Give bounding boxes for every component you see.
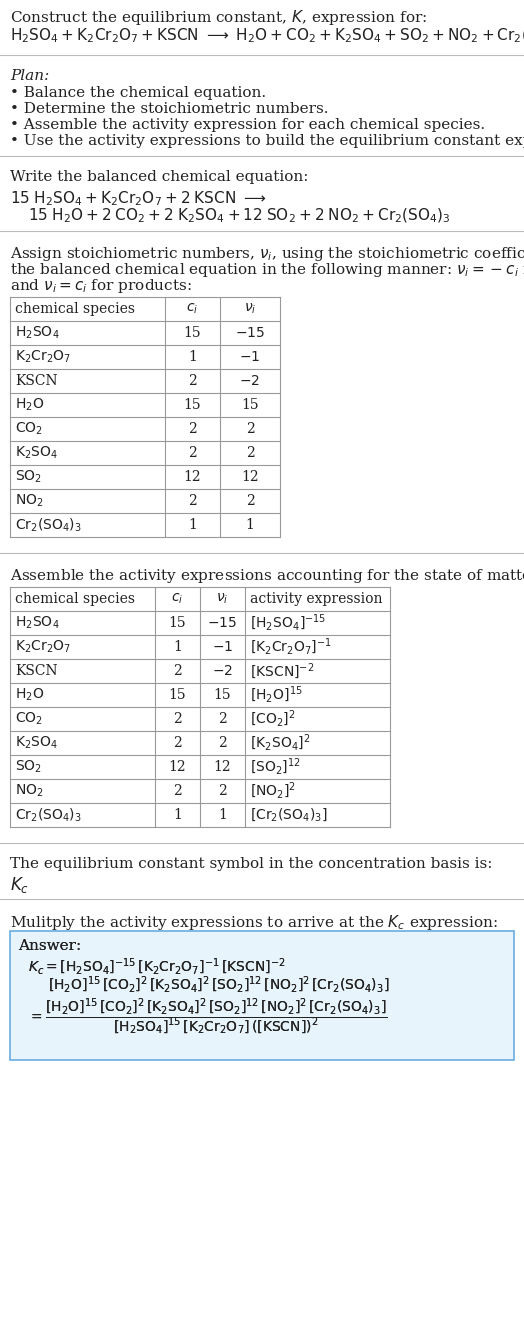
Text: $[\mathrm{H_2O}]^{15}\,[\mathrm{CO_2}]^{2}\,[\mathrm{K_2SO_4}]^{2}\,[\mathrm{SO_: $[\mathrm{H_2O}]^{15}\,[\mathrm{CO_2}]^{… [48,975,389,995]
Text: $-1$: $-1$ [212,641,233,654]
FancyBboxPatch shape [10,932,514,1061]
Text: $K_c$: $K_c$ [10,874,29,894]
Text: 12: 12 [214,760,231,773]
Text: $\mathrm{NO_2}$: $\mathrm{NO_2}$ [15,783,43,799]
Text: 2: 2 [188,447,197,460]
Text: $= \dfrac{[\mathrm{H_2O}]^{15}\,[\mathrm{CO_2}]^{2}\,[\mathrm{K_2SO_4}]^{2}\,[\m: $= \dfrac{[\mathrm{H_2O}]^{15}\,[\mathrm… [28,997,387,1038]
Text: 15: 15 [184,326,201,340]
Text: 2: 2 [246,494,254,508]
Text: Assemble the activity expressions accounting for the state of matter and $\nu_i$: Assemble the activity expressions accoun… [10,567,524,585]
Text: $\mathrm{H_2SO_4 + K_2Cr_2O_7 + KSCN}$$\ \longrightarrow\ $$\mathrm{H_2O + CO_2 : $\mathrm{H_2SO_4 + K_2Cr_2O_7 + KSCN}$$\… [10,27,524,45]
Text: • Assemble the activity expression for each chemical species.: • Assemble the activity expression for e… [10,118,485,132]
Text: $\mathrm{K_2Cr_2O_7}$: $\mathrm{K_2Cr_2O_7}$ [15,639,71,655]
Text: $\nu_i$: $\nu_i$ [216,591,228,606]
Text: $\mathrm{CO_2}$: $\mathrm{CO_2}$ [15,711,43,727]
Text: Answer:: Answer: [18,940,81,953]
Text: $-15$: $-15$ [208,617,237,630]
Text: $\mathrm{K_2SO_4}$: $\mathrm{K_2SO_4}$ [15,445,58,461]
Text: 1: 1 [173,808,182,823]
Text: 2: 2 [173,736,182,750]
Text: KSCN: KSCN [15,664,58,678]
Text: chemical species: chemical species [15,591,135,606]
Text: $\mathrm{NO_2}$: $\mathrm{NO_2}$ [15,493,43,509]
Text: $-1$: $-1$ [239,350,260,364]
Text: $\mathrm{H_2O}$: $\mathrm{H_2O}$ [15,397,44,413]
Text: 12: 12 [184,470,201,484]
Text: $\mathrm{CO_2}$: $\mathrm{CO_2}$ [15,421,43,437]
Text: and $\nu_i = c_i$ for products:: and $\nu_i = c_i$ for products: [10,276,192,295]
Text: 2: 2 [173,664,182,678]
Text: 1: 1 [173,641,182,654]
Text: 2: 2 [218,784,227,797]
Text: 15: 15 [169,617,187,630]
Text: Mulitply the activity expressions to arrive at the $K_c$ expression:: Mulitply the activity expressions to arr… [10,913,498,932]
Text: $\mathrm{Cr_2(SO_4)_3}$: $\mathrm{Cr_2(SO_4)_3}$ [15,516,82,534]
Text: 12: 12 [241,470,259,484]
Text: $[\mathrm{H_2O}]^{15}$: $[\mathrm{H_2O}]^{15}$ [250,684,303,706]
Text: 2: 2 [173,712,182,726]
Text: $\mathrm{K_2Cr_2O_7}$: $\mathrm{K_2Cr_2O_7}$ [15,348,71,365]
Text: $-15$: $-15$ [235,326,265,340]
Text: $\mathrm{Cr_2(SO_4)_3}$: $\mathrm{Cr_2(SO_4)_3}$ [15,807,82,824]
Text: 1: 1 [188,350,197,364]
Text: Answer:: Answer: [18,940,81,953]
Text: $K_c = [\mathrm{H_2SO_4}]^{-15}\,[\mathrm{K_2Cr_2O_7}]^{-1}\,[\mathrm{KSCN}]^{-2: $K_c = [\mathrm{H_2SO_4}]^{-15}\,[\mathr… [28,957,286,977]
Text: • Determine the stoichiometric numbers.: • Determine the stoichiometric numbers. [10,102,329,116]
Text: $[\mathrm{K_2Cr_2O_7}]^{-1}$: $[\mathrm{K_2Cr_2O_7}]^{-1}$ [250,637,332,658]
Text: 2: 2 [173,784,182,797]
Text: $[\mathrm{CO_2}]^{2}$: $[\mathrm{CO_2}]^{2}$ [250,708,296,730]
Text: • Use the activity expressions to build the equilibrium constant expression.: • Use the activity expressions to build … [10,134,524,148]
Text: $\mathrm{H_2SO_4}$: $\mathrm{H_2SO_4}$ [15,324,60,342]
Text: $K_c = [\mathrm{H_2SO_4}]^{-15}\,[\mathrm{K_2Cr_2O_7}]^{-1}\,[\mathrm{KSCN}]^{-2: $K_c = [\mathrm{H_2SO_4}]^{-15}\,[\mathr… [28,957,286,977]
Text: $\mathrm{15\;H_2O + 2\;CO_2 + 2\;K_2SO_4 + 12\;SO_2 + 2\;NO_2 + Cr_2(SO_4)_3}$: $\mathrm{15\;H_2O + 2\;CO_2 + 2\;K_2SO_4… [28,207,451,226]
Text: Assign stoichiometric numbers, $\nu_i$, using the stoichiometric coefficients, $: Assign stoichiometric numbers, $\nu_i$, … [10,245,524,263]
Text: • Balance the chemical equation.: • Balance the chemical equation. [10,86,266,100]
Text: 2: 2 [188,423,197,436]
Text: 1: 1 [218,808,227,823]
Text: $[\mathrm{H_2SO_4}]^{-15}$: $[\mathrm{H_2SO_4}]^{-15}$ [250,613,326,633]
Text: chemical species: chemical species [15,302,135,316]
Text: 2: 2 [188,494,197,508]
Text: 15: 15 [214,688,231,702]
Text: The equilibrium constant symbol in the concentration basis is:: The equilibrium constant symbol in the c… [10,857,493,870]
Text: $[\mathrm{H_2O}]^{15}\,[\mathrm{CO_2}]^{2}\,[\mathrm{K_2SO_4}]^{2}\,[\mathrm{SO_: $[\mathrm{H_2O}]^{15}\,[\mathrm{CO_2}]^{… [48,975,389,995]
Text: 2: 2 [246,423,254,436]
Text: $[\mathrm{NO_2}]^{2}$: $[\mathrm{NO_2}]^{2}$ [250,781,296,801]
Text: 15: 15 [241,397,259,412]
Text: activity expression: activity expression [250,591,383,606]
Text: Write the balanced chemical equation:: Write the balanced chemical equation: [10,170,309,183]
Text: Construct the equilibrium constant, $K$, expression for:: Construct the equilibrium constant, $K$,… [10,8,427,27]
Text: 2: 2 [188,373,197,388]
Text: KSCN: KSCN [15,373,58,388]
Text: $-2$: $-2$ [239,373,260,388]
Text: $-2$: $-2$ [212,664,233,678]
Text: Plan:: Plan: [10,69,49,82]
Text: $c_i$: $c_i$ [187,302,199,316]
Text: 1: 1 [246,518,255,532]
Text: $\nu_i$: $\nu_i$ [244,302,256,316]
Text: 2: 2 [246,447,254,460]
Text: 12: 12 [169,760,187,773]
Text: $c_i$: $c_i$ [171,591,183,606]
Text: $\mathrm{H_2SO_4}$: $\mathrm{H_2SO_4}$ [15,615,60,631]
Text: $[\mathrm{SO_2}]^{12}$: $[\mathrm{SO_2}]^{12}$ [250,756,301,777]
Text: 2: 2 [218,712,227,726]
Text: $[\mathrm{Cr_2(SO_4)_3}]$: $[\mathrm{Cr_2(SO_4)_3}]$ [250,807,328,824]
Text: 15: 15 [169,688,187,702]
Text: 1: 1 [188,518,197,532]
Text: $\mathrm{SO_2}$: $\mathrm{SO_2}$ [15,469,42,485]
Text: $\mathrm{15\;H_2SO_4 + K_2Cr_2O_7 + 2\;KSCN}$$\ \longrightarrow$: $\mathrm{15\;H_2SO_4 + K_2Cr_2O_7 + 2\;K… [10,189,267,207]
Text: $[\mathrm{K_2SO_4}]^{2}$: $[\mathrm{K_2SO_4}]^{2}$ [250,732,310,754]
Text: $\mathrm{SO_2}$: $\mathrm{SO_2}$ [15,759,42,775]
Text: 15: 15 [184,397,201,412]
Text: the balanced chemical equation in the following manner: $\nu_i = -c_i$ for react: the balanced chemical equation in the fo… [10,260,524,279]
Text: $\mathrm{K_2SO_4}$: $\mathrm{K_2SO_4}$ [15,735,58,751]
Text: $[\mathrm{KSCN}]^{-2}$: $[\mathrm{KSCN}]^{-2}$ [250,661,314,680]
Text: $\mathrm{H_2O}$: $\mathrm{H_2O}$ [15,687,44,703]
Text: 2: 2 [218,736,227,750]
Text: $= \dfrac{[\mathrm{H_2O}]^{15}\,[\mathrm{CO_2}]^{2}\,[\mathrm{K_2SO_4}]^{2}\,[\m: $= \dfrac{[\mathrm{H_2O}]^{15}\,[\mathrm… [28,997,387,1038]
